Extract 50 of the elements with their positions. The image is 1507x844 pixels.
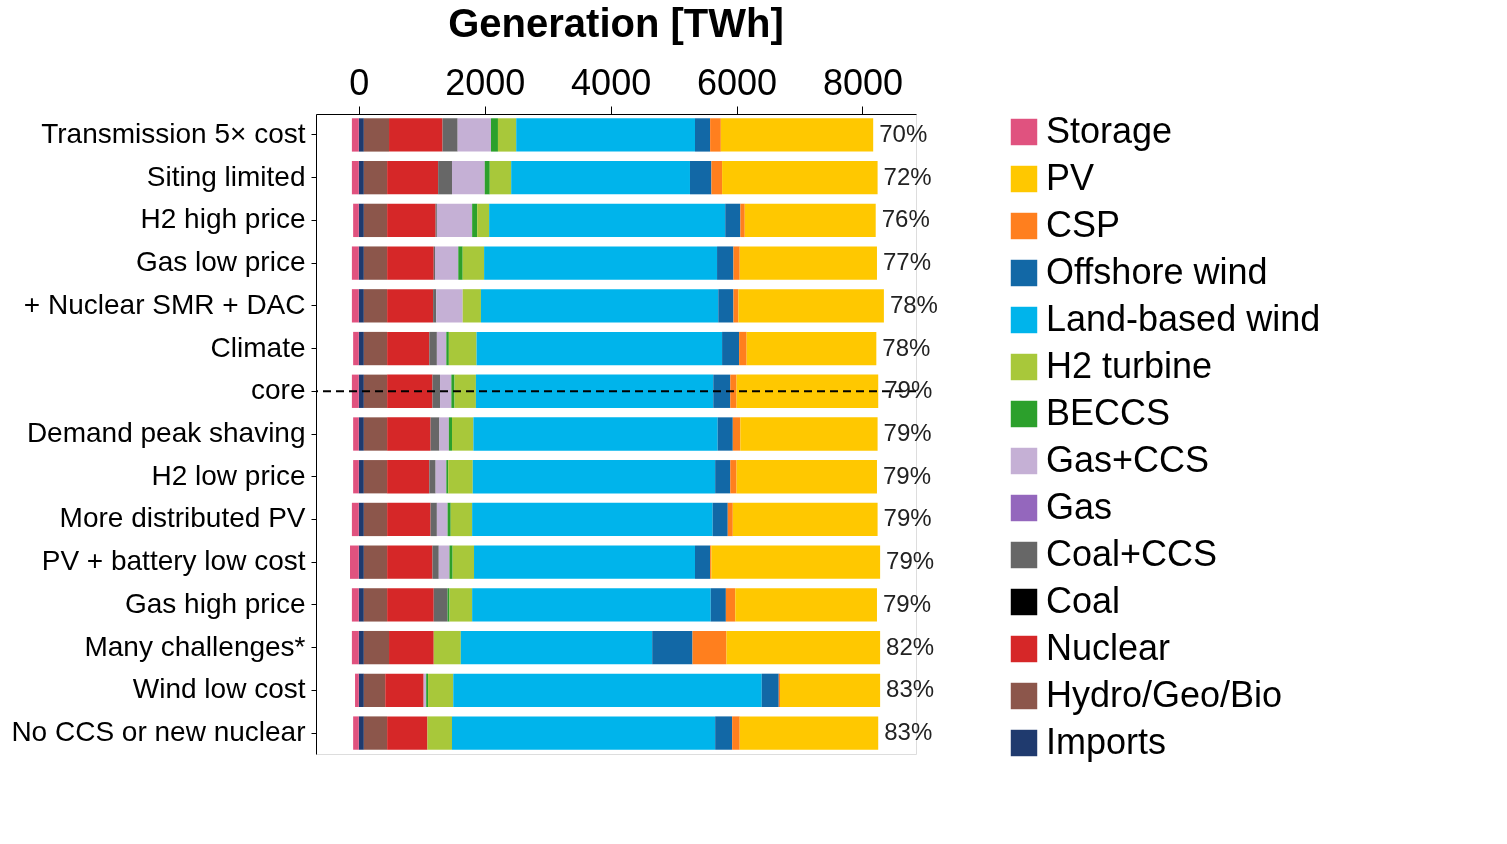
x-tick-label: 2000 <box>445 61 526 103</box>
legend-label: Gas <box>1046 486 1113 527</box>
y-tick-label: Wind low cost <box>132 673 306 705</box>
y-tick-label: core <box>251 374 306 406</box>
legend-label: Nuclear <box>1046 627 1171 668</box>
y-tick-label: Demand peak shaving <box>26 417 306 448</box>
annotation: 72% <box>883 162 932 190</box>
annotation: 82% <box>886 632 935 660</box>
x-tick-label: 6000 <box>697 61 778 103</box>
annotation: 79% <box>886 547 935 575</box>
annotation: 79% <box>884 376 933 404</box>
legend-label: BECCS <box>1046 392 1171 433</box>
annotation: 83% <box>884 718 933 746</box>
annotation: 70% <box>879 119 928 147</box>
annotation: 79% <box>883 504 932 532</box>
y-tick-label: PV + battery low cost <box>41 545 306 577</box>
legend-label: Storage <box>1046 110 1173 151</box>
legend-label: Coal <box>1046 580 1121 621</box>
legend-label: Land-based wind <box>1046 298 1321 339</box>
legend-label: CSP <box>1046 204 1121 245</box>
legend-label: Imports <box>1046 721 1167 762</box>
y-tick-label: H2 high price <box>140 203 306 235</box>
y-tick-label: + Nuclear SMR + DAC <box>23 288 306 320</box>
annotation: 78% <box>889 290 938 318</box>
y-tick-label: Climate <box>210 331 306 363</box>
x-tick-label: 8000 <box>822 61 904 103</box>
annotation: 77% <box>882 248 932 276</box>
legend-label: Hydro/Geo/Bio <box>1046 674 1283 715</box>
x-tick-label: 0 <box>349 61 370 103</box>
annotation: 76% <box>881 205 930 233</box>
legend-label: Coal+CCS <box>1046 533 1218 574</box>
annotation: 78% <box>882 333 931 361</box>
annotation: 79% <box>883 419 932 446</box>
legend-label: H2 turbine <box>1046 345 1213 386</box>
annotation: 79% <box>882 461 932 489</box>
y-tick-label: Many challenges* <box>84 630 306 662</box>
x-tick-label: 4000 <box>571 61 652 103</box>
y-tick-label: Siting limited <box>146 160 306 192</box>
legend-label: Offshore wind <box>1046 251 1268 292</box>
y-tick-label: Gas low price <box>135 246 306 278</box>
y-tick-label: H2 low price <box>151 459 306 491</box>
annotation: 83% <box>886 675 935 703</box>
y-tick-label: Transmission 5× cost <box>41 117 306 149</box>
y-tick-label: No CCS or new nuclear <box>11 716 306 748</box>
legend-label: PV <box>1046 157 1095 198</box>
y-tick-label: Gas high price <box>124 587 306 619</box>
annotation: 79% <box>882 589 932 617</box>
y-tick-label: More distributed PV <box>59 502 306 534</box>
legend-label: Gas+CCS <box>1046 439 1210 480</box>
chart-title: Generation [TWh] <box>448 1 784 45</box>
